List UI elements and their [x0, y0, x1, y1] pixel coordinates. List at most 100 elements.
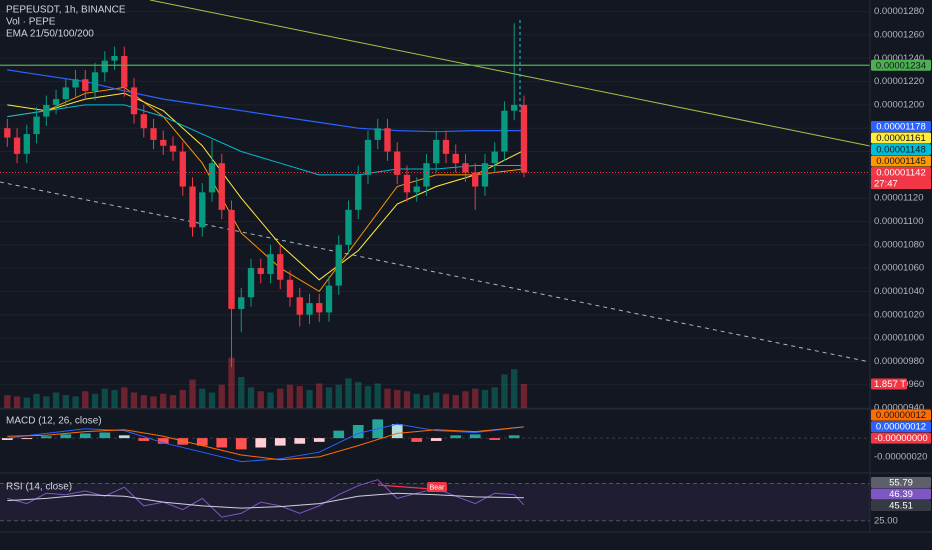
histogram-bar — [196, 438, 208, 446]
candle-body — [286, 279, 294, 298]
volume-label: 1.857 T — [874, 379, 906, 390]
price-label: 0.00001145 — [876, 156, 926, 167]
price-label: 46.39 — [889, 489, 913, 500]
price-label-box — [871, 59, 931, 71]
volume-bar — [403, 391, 411, 408]
trend-line — [149, 0, 871, 147]
volume-bar — [179, 389, 186, 408]
candle-body — [160, 139, 167, 146]
volume-bar — [82, 391, 89, 408]
histogram-bar — [508, 435, 520, 439]
ema-line — [7, 104, 524, 176]
countdown: 27:47 — [874, 179, 898, 190]
price-label-box — [871, 421, 931, 433]
histogram-bar — [391, 424, 403, 439]
candle-body — [43, 104, 50, 117]
volume-bar — [462, 391, 469, 408]
candle-body — [247, 268, 255, 298]
candle-body — [316, 303, 323, 313]
candle-body — [296, 297, 303, 315]
candle-body — [491, 151, 498, 164]
y-tick-label: 0.00001060 — [874, 263, 924, 274]
volume-bar — [384, 388, 391, 408]
volume-bar — [13, 396, 21, 408]
price-label: 0.00001234 — [876, 60, 926, 71]
candle-body — [345, 209, 352, 245]
y-tick-label: 25.00 — [874, 515, 898, 526]
price-label-box — [871, 409, 931, 421]
volume-bar — [286, 384, 294, 408]
divergence-line — [377, 484, 433, 490]
price-label: 0.00001178 — [876, 122, 926, 133]
histogram-bar — [1, 438, 13, 440]
candle-body — [13, 137, 21, 154]
candle-body — [277, 254, 284, 280]
volume-bar — [4, 395, 11, 408]
volume-bar — [169, 395, 177, 408]
volume-bar — [296, 386, 303, 408]
candle-body — [150, 128, 157, 140]
price-label-box — [871, 132, 931, 144]
histogram-bar — [450, 435, 462, 439]
candle-body — [199, 192, 206, 228]
candle-body — [111, 55, 118, 61]
histogram-bar — [469, 434, 481, 439]
volume-bar — [130, 392, 138, 408]
volume-bar — [306, 389, 313, 408]
histogram-bar — [411, 438, 423, 442]
candle-body — [403, 174, 411, 193]
volume-bar — [472, 388, 479, 408]
indicator-legend: EMA 21/50/100/200 — [6, 29, 94, 40]
price-label-box — [871, 476, 931, 488]
volume-bar — [394, 389, 401, 408]
volume-bar — [160, 393, 167, 408]
volume-bar — [218, 384, 225, 408]
price-label: 45.51 — [889, 501, 913, 512]
price-label-box — [871, 121, 931, 133]
rsi-line — [7, 492, 524, 509]
histogram-bar — [313, 438, 325, 442]
ema-line — [7, 92, 525, 281]
y-tick-label: 0.00000980 — [874, 356, 924, 367]
ema-line — [7, 86, 524, 293]
price-label-box — [871, 167, 931, 179]
volume-bar — [433, 392, 440, 408]
candle-body — [4, 128, 11, 138]
candle-body — [511, 104, 518, 111]
histogram-bar — [294, 438, 306, 444]
price-label-box — [871, 432, 931, 444]
y-tick-label: 0.00001040 — [874, 286, 924, 297]
volume-bar — [491, 387, 498, 408]
volume-bar — [238, 377, 245, 408]
volume-bar — [33, 393, 40, 408]
volume-bar — [257, 391, 264, 408]
rsi-line — [7, 479, 525, 518]
histogram-bar — [138, 438, 150, 441]
candle-body — [413, 186, 420, 193]
price-label: 0.00001142 — [876, 168, 926, 179]
volume-bar — [511, 369, 518, 408]
histogram-bar — [60, 434, 72, 439]
volume-bar — [267, 392, 274, 408]
volume-bar — [355, 382, 362, 408]
candle-body — [169, 145, 177, 152]
volume-bar — [520, 384, 528, 408]
y-tick-label: 0.00001120 — [874, 193, 924, 204]
volume-bar — [325, 387, 333, 408]
candle-body — [33, 116, 40, 135]
candle-body — [82, 79, 89, 91]
candle-body — [433, 139, 440, 164]
volume-bar — [121, 387, 128, 408]
candle-body — [423, 163, 430, 187]
annotation-box — [427, 482, 447, 492]
y-tick-label: 0.00001240 — [874, 53, 924, 64]
volume-bar — [91, 393, 99, 408]
price-label: 0.00000012 — [876, 422, 926, 433]
volume-bar — [364, 386, 372, 408]
volume-bar — [423, 395, 430, 408]
volume-label-box — [871, 378, 907, 390]
histogram-bar — [352, 425, 364, 439]
volume-bar — [52, 392, 60, 408]
